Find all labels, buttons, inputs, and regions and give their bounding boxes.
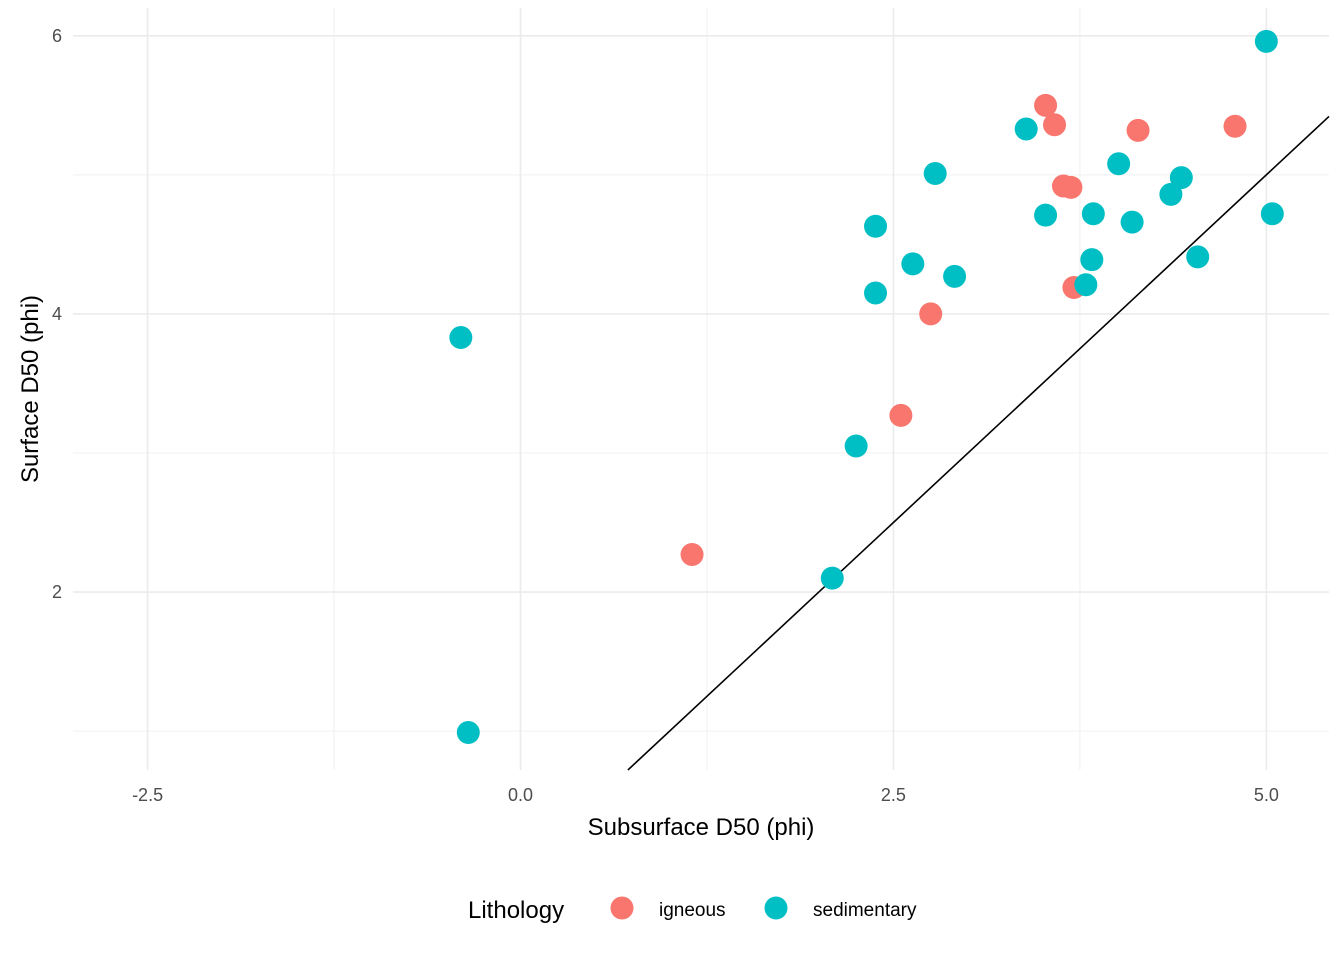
y-tick-label: 2 [52,582,62,602]
reference-line [627,115,1330,771]
y-tick-label: 4 [52,304,62,324]
x-axis-tick-labels: -2.5 0.0 2.5 5.0 [132,785,1279,805]
x-axis-title: Subsurface D50 (phi) [588,814,815,841]
legend-key-igneous [610,896,634,920]
data-point-sedimentary [1260,202,1284,226]
data-point-sedimentary [449,326,473,350]
data-point-sedimentary [820,566,844,590]
x-tick-label: -2.5 [132,785,163,805]
legend: Lithology igneous sedimentary [468,896,917,924]
data-point-sedimentary [923,161,947,185]
legend-key-sedimentary [764,896,788,920]
data-point-sedimentary [1120,210,1144,234]
legend-title: Lithology [468,897,564,924]
data-point-sedimentary [1107,152,1131,176]
data-point-sedimentary [1034,203,1058,227]
data-point-sedimentary [943,264,967,288]
data-point-sedimentary [844,434,868,458]
y-axis-title: Surface D50 (phi) [17,295,44,483]
data-point-sedimentary [1254,29,1278,53]
x-tick-label: 0.0 [508,785,533,805]
minor-gridlines [73,8,1329,770]
reference-line-group [627,115,1330,771]
data-point-igneous [680,542,704,566]
legend-items: igneous sedimentary [610,896,917,921]
data-point-sedimentary [1074,273,1098,297]
data-point-igneous [1043,113,1067,137]
data-point-igneous [889,403,913,427]
data-point-sedimentary [1014,117,1038,141]
data-point-sedimentary [864,214,888,238]
data-point-sedimentary [864,281,888,305]
data-point-igneous [1126,118,1150,142]
data-point-igneous [1059,175,1083,199]
x-tick-label: 2.5 [881,785,906,805]
data-point-sedimentary [456,720,480,744]
data-point-sedimentary [901,252,925,276]
data-point-sedimentary [1186,245,1210,269]
data-point-sedimentary [1169,166,1193,190]
x-tick-label: 5.0 [1254,785,1279,805]
y-axis-tick-labels: 2 4 6 [52,26,62,602]
data-point-sedimentary [1080,248,1104,272]
legend-label-igneous: igneous [659,900,726,921]
major-gridlines [73,8,1329,770]
data-point-igneous [919,302,943,326]
data-points [449,29,1284,744]
data-point-sedimentary [1159,182,1183,206]
legend-label-sedimentary: sedimentary [813,900,917,921]
y-tick-label: 6 [52,26,62,46]
data-point-igneous [1223,114,1247,138]
data-point-sedimentary [1081,202,1105,226]
data-point-igneous [1034,93,1058,117]
